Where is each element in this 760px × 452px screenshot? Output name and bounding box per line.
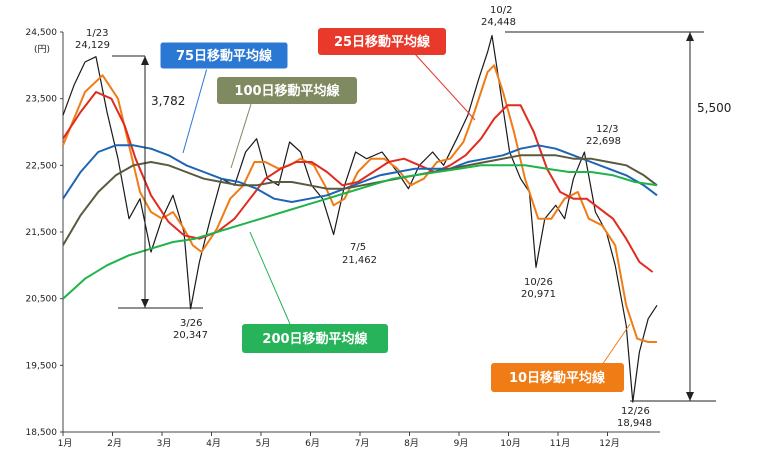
svg-text:10日移動平均線: 10日移動平均線: [509, 370, 606, 386]
svg-text:100日移動平均線: 100日移動平均線: [234, 83, 340, 99]
x-tick-label: 7月: [355, 438, 370, 449]
series-line-3: [62, 144, 658, 203]
x-tick-label: 10月: [500, 438, 520, 449]
y-tick-label: 19,500: [26, 361, 58, 371]
svg-text:21,462: 21,462: [342, 255, 377, 266]
x-tick-label: 4月: [206, 438, 221, 449]
svg-text:20,971: 20,971: [521, 289, 556, 300]
x-ticks: 1月 2月 3月 4月 5月 6月 7月 8月 9月 10月 11月 12月: [58, 432, 620, 449]
svg-text:3/26: 3/26: [180, 318, 202, 329]
range-marker-2: 5,500: [505, 31, 731, 402]
x-tick-label: 6月: [305, 438, 320, 449]
svg-text:10/2: 10/2: [490, 5, 512, 16]
x-tick-label: 12月: [599, 438, 619, 449]
leader-ma10: [601, 323, 631, 366]
annotation-oct2: 10/2 24,448: [481, 5, 516, 28]
annotation-jul5: 7/5 21,462: [342, 242, 377, 266]
series-layer: [62, 34, 658, 403]
svg-text:7/5: 7/5: [350, 242, 366, 253]
svg-text:10/26: 10/26: [524, 277, 553, 288]
leader-ma200: [249, 231, 291, 325]
svg-text:25日移動平均線: 25日移動平均線: [334, 34, 431, 50]
svg-text:12/3: 12/3: [596, 124, 618, 135]
x-tick-label: 5月: [256, 438, 271, 449]
annotation-mar26: 3/26 20,347: [173, 318, 208, 341]
y-tick-label: 23,500: [26, 95, 58, 105]
annotation-dec3: 12/3 22,698: [586, 124, 621, 147]
x-tick-label: 2月: [107, 438, 122, 449]
y-unit-label: (円): [34, 44, 50, 55]
x-tick-label: 9月: [454, 438, 469, 449]
series-line-5: [62, 164, 658, 300]
series-line-2: [62, 91, 654, 273]
svg-text:24,448: 24,448: [481, 17, 516, 28]
range-1-value: 3,782: [151, 94, 185, 108]
leader-ma25: [414, 53, 476, 121]
range-2-value: 5,500: [697, 101, 731, 115]
annotation-jan23: 1/23 24,129: [75, 28, 110, 51]
range-marker-1: 3,782: [112, 55, 203, 309]
svg-text:1/23: 1/23: [86, 28, 108, 39]
x-tick-label: 8月: [404, 438, 419, 449]
x-tick-label: 3月: [157, 438, 172, 449]
svg-text:75日移動平均線: 75日移動平均線: [176, 48, 273, 64]
label-ma10: 10日移動平均線: [491, 363, 624, 392]
y-tick-label: 22,500: [26, 161, 58, 171]
series-line-4: [62, 154, 658, 246]
series-line-1: [62, 64, 657, 343]
svg-text:20,347: 20,347: [173, 330, 208, 341]
annotation-dec26: 12/26 18,948: [617, 406, 652, 429]
x-tick-label: 11月: [550, 438, 570, 449]
y-tick-label: 21,500: [26, 228, 58, 238]
label-ma75: 75日移動平均線: [159, 41, 289, 70]
svg-text:22,698: 22,698: [586, 136, 621, 147]
svg-text:12/26: 12/26: [621, 406, 650, 417]
x-tick-label: 1月: [58, 438, 73, 449]
leader-ma75: [182, 67, 208, 154]
annotation-oct26: 10/26 20,971: [521, 277, 556, 300]
label-ma200: 200日移動平均線: [242, 324, 388, 353]
svg-text:24,129: 24,129: [75, 40, 110, 51]
y-tick-label: 20,500: [26, 295, 58, 305]
svg-text:18,948: 18,948: [617, 418, 652, 429]
y-tick-label: 24,500: [26, 28, 58, 38]
y-ticks: 24,500 23,500 22,500 21,500 20,500 19,500 18,5…: [26, 28, 63, 438]
leader-ma100: [230, 100, 253, 169]
label-ma25: 25日移動平均線: [318, 28, 446, 55]
label-ma100: 100日移動平均線: [217, 77, 357, 104]
svg-text:200日移動平均線: 200日移動平均線: [262, 331, 368, 347]
series-line-0: [62, 34, 658, 403]
y-tick-label: 18,500: [26, 428, 58, 438]
